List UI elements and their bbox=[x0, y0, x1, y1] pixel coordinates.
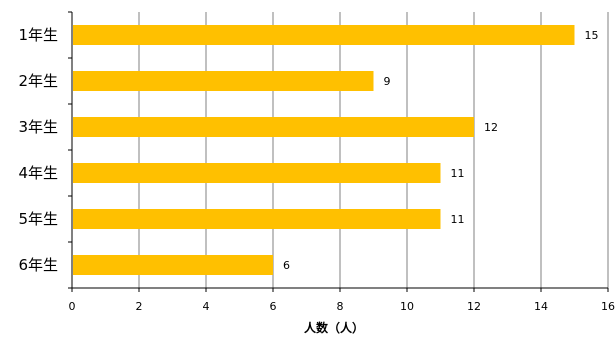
x-tick-label-2: 2 bbox=[136, 300, 143, 313]
x-axis-title: 人数（人） bbox=[304, 320, 364, 335]
x-tick-label-0: 0 bbox=[69, 300, 76, 313]
x-tick-label-4: 4 bbox=[203, 300, 210, 313]
bar-4 bbox=[73, 163, 441, 183]
category-label-2: 2年生 bbox=[18, 72, 58, 90]
bar-5 bbox=[73, 209, 441, 229]
x-tick-label-16: 16 bbox=[601, 300, 615, 313]
category-label-1: 1年生 bbox=[18, 26, 58, 44]
x-tick-label-12: 12 bbox=[467, 300, 481, 313]
category-label-5: 5年生 bbox=[18, 210, 58, 228]
labels: 0 2 4 6 8 10 12 14 16 1年生 15 2年生 9 3年生 12 4年生 11 5年生 11 6年生… bbox=[18, 26, 615, 313]
x-tick-label-14: 14 bbox=[534, 300, 548, 313]
category-label-3: 3年生 bbox=[18, 118, 58, 136]
category-label-6: 6年生 bbox=[18, 256, 58, 274]
bar-1 bbox=[73, 25, 575, 45]
x-tick-label-8: 8 bbox=[337, 300, 344, 313]
axes bbox=[68, 11, 609, 292]
data-label-6: 6 bbox=[283, 259, 290, 272]
x-tick-label-10: 10 bbox=[400, 300, 414, 313]
bars bbox=[73, 25, 575, 275]
bar-2 bbox=[73, 71, 374, 91]
category-label-4: 4年生 bbox=[18, 164, 58, 182]
x-tick-label-6: 6 bbox=[270, 300, 277, 313]
data-label-1: 15 bbox=[585, 29, 599, 42]
data-label-2: 9 bbox=[384, 75, 391, 88]
gridlines bbox=[138, 12, 609, 288]
data-label-3: 12 bbox=[484, 121, 498, 134]
data-label-5: 11 bbox=[451, 213, 465, 226]
bar-3 bbox=[73, 117, 474, 137]
bar-6 bbox=[73, 255, 273, 275]
data-label-4: 11 bbox=[451, 167, 465, 180]
